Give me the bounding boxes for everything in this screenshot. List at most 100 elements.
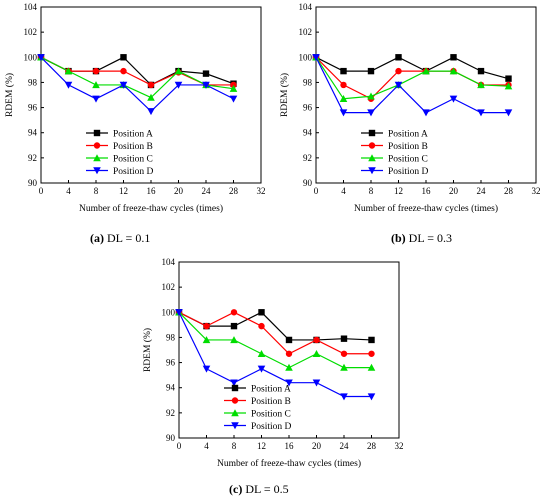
data-point (367, 92, 375, 100)
legend-label: Position D (388, 167, 429, 177)
data-point (120, 67, 127, 75)
data-point (313, 336, 320, 344)
y-tick-label: 104 (299, 2, 313, 12)
data-point (229, 95, 238, 103)
series-line (178, 311, 372, 341)
legend-marker (93, 142, 101, 149)
data-point (147, 108, 155, 116)
x-tick-label: 4 (66, 186, 71, 196)
data-point (340, 363, 348, 371)
y-tick-label: 92 (166, 408, 175, 418)
legend-label: Position D (251, 422, 292, 432)
series-line (178, 311, 372, 355)
series-position-c (37, 53, 238, 101)
data-point (229, 84, 238, 92)
legend-marker (93, 129, 101, 137)
series-line (178, 312, 372, 398)
legend: Position A Position B Position C Position D (361, 129, 429, 177)
data-point (64, 67, 73, 75)
data-point (505, 75, 512, 82)
series-line (178, 311, 372, 369)
x-axis-label: Number of freeze-thaw cycles (times) (354, 203, 498, 214)
legend-marker (231, 397, 239, 404)
data-point (64, 81, 73, 89)
data-point (257, 349, 266, 357)
series-position-d (37, 54, 238, 116)
series-position-b (175, 309, 375, 357)
data-point (422, 67, 430, 75)
series-line (315, 57, 509, 114)
data-point (230, 336, 238, 344)
data-point (174, 81, 183, 89)
legend-marker (368, 142, 376, 149)
data-point (230, 309, 238, 316)
series-line (315, 56, 509, 100)
data-point (92, 95, 100, 103)
data-point (147, 93, 155, 101)
data-point (367, 363, 376, 371)
data-point (367, 109, 375, 117)
x-tick-label: 8 (369, 186, 374, 196)
x-tick-label: 0 (39, 186, 44, 196)
legend-label: Position A (388, 130, 428, 140)
y-tick-label: 94 (303, 128, 313, 138)
legend-label: Position C (251, 410, 291, 420)
x-tick-label: 24 (340, 441, 350, 451)
data-point (477, 109, 485, 117)
legend-label: Position C (113, 155, 153, 165)
legend-marker (368, 129, 376, 137)
y-axis-label: RDEM (%) (4, 73, 15, 117)
legend-label: Position A (113, 130, 153, 140)
data-point (285, 363, 293, 371)
x-tick-label: 12 (119, 186, 128, 196)
y-tick-label: 96 (303, 103, 313, 113)
x-tick-label: 0 (314, 186, 319, 196)
data-point (285, 336, 293, 344)
series-position-d (175, 309, 376, 401)
data-point (202, 70, 210, 77)
data-point (257, 365, 266, 373)
y-tick-label: 104 (24, 2, 38, 12)
data-point (285, 350, 293, 357)
caption-c: (c) DL = 0.5 (229, 482, 289, 496)
y-tick-label: 94 (166, 383, 176, 393)
y-tick-label: 102 (299, 27, 313, 37)
data-point (230, 379, 238, 387)
x-tick-label: 8 (94, 186, 99, 196)
x-tick-label: 8 (232, 441, 237, 451)
data-point (202, 336, 211, 344)
data-point (92, 67, 100, 75)
data-point (395, 54, 402, 61)
x-tick-label: 24 (202, 186, 212, 196)
data-point (504, 82, 513, 90)
data-point (340, 81, 347, 89)
y-tick-label: 90 (303, 178, 313, 188)
legend-marker (231, 384, 239, 392)
data-point (203, 322, 210, 330)
legend-marker (368, 154, 376, 162)
data-point (174, 67, 183, 75)
x-tick-label: 12 (257, 441, 266, 451)
x-tick-label: 16 (147, 186, 157, 196)
series-line (315, 56, 509, 80)
data-point (339, 94, 348, 102)
y-tick-label: 92 (28, 153, 37, 163)
y-tick-label: 102 (162, 282, 176, 292)
chart-a: 0 4 8 12 16 20 24 28 32 90 92 94 96 98 100 102 104 Number… (4, 2, 266, 214)
data-point (395, 67, 402, 75)
legend: Position A Position B Position C Position D (86, 129, 154, 177)
series-position-c (312, 53, 513, 102)
data-point (258, 309, 265, 316)
x-tick-label: 24 (477, 186, 487, 196)
y-tick-label: 100 (162, 307, 176, 317)
data-point (504, 109, 513, 117)
x-axis-label: Number of freeze-thaw cycles (times) (217, 458, 361, 469)
data-point (340, 67, 347, 75)
x-tick-label: 16 (422, 186, 432, 196)
data-point (422, 109, 430, 117)
legend-label: Position C (388, 155, 428, 165)
y-tick-label: 100 (299, 52, 313, 62)
data-point (147, 81, 155, 89)
x-tick-label: 32 (395, 441, 404, 451)
data-point (120, 54, 127, 61)
